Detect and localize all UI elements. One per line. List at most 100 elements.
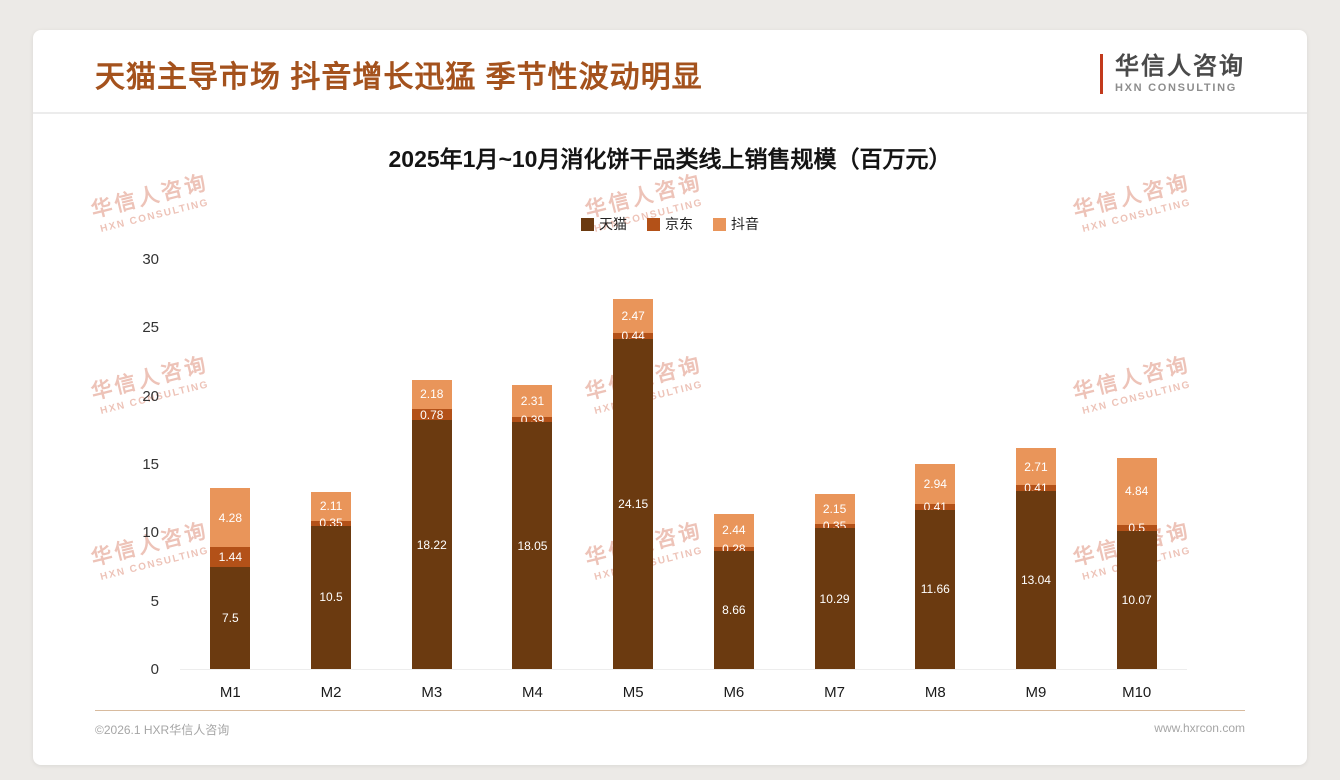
bar-group-M5: 2.47 0.44 24.15 M5 bbox=[583, 260, 684, 701]
y-tick-label: 20 bbox=[142, 387, 159, 405]
bar-group-M2: 2.11 0.35 10.5 M2 bbox=[281, 260, 382, 701]
y-tick-label: 25 bbox=[142, 319, 159, 337]
bar-value-label: 0.78 bbox=[420, 407, 444, 422]
bar-segment-天猫: 11.66 bbox=[915, 509, 956, 669]
bar-value-label: 10.07 bbox=[1121, 593, 1152, 608]
bars-container: 4.28 1.44 7.5 M1 2.11 0.35 10.5 M2 2.18 0.78 18.22… bbox=[180, 260, 1187, 701]
bar-segment-天猫: 13.04 bbox=[1015, 490, 1056, 669]
bar-segment-京东: 1.44 bbox=[210, 546, 251, 567]
bar-value-label: 2.11 bbox=[319, 499, 343, 514]
bar-group-M10: 4.84 0.5 10.07 M10 bbox=[1086, 260, 1187, 701]
bar-segment-抖音: 2.18 bbox=[411, 379, 452, 410]
bar-value-label: 2.71 bbox=[1024, 459, 1048, 474]
bar-value-label: 4.84 bbox=[1124, 484, 1149, 499]
bar-segment-天猫: 10.07 bbox=[1116, 531, 1157, 669]
x-tick-label: M5 bbox=[622, 684, 644, 701]
bar-segment-抖音: 2.94 bbox=[915, 463, 956, 505]
bar-value-label: 10.29 bbox=[819, 591, 850, 606]
y-tick-label: 10 bbox=[142, 524, 159, 542]
bar-group-M6: 2.44 0.28 8.66 M6 bbox=[684, 260, 785, 701]
bar-value-label: 2.47 bbox=[621, 309, 645, 324]
stacked-bar: 2.47 0.44 24.15 bbox=[613, 299, 654, 669]
bar-value-label: 24.15 bbox=[618, 496, 649, 511]
bar-value-label: 18.22 bbox=[416, 537, 447, 552]
bar-segment-天猫: 24.15 bbox=[613, 338, 654, 669]
bar-group-M9: 2.71 0.41 13.04 M9 bbox=[986, 260, 1087, 701]
footer: ©2026.1 HXR华信人咨询 www.hxrcon.com bbox=[95, 710, 1245, 738]
x-tick-label: M7 bbox=[824, 684, 845, 701]
bar-segment-抖音: 2.31 bbox=[512, 385, 553, 417]
x-tick-label: M4 bbox=[522, 684, 543, 701]
bar-group-M4: 2.31 0.39 18.05 M4 bbox=[482, 260, 583, 701]
bar-segment-抖音: 2.15 bbox=[814, 494, 855, 524]
y-axis: 0 5 10 15 20 25 30 bbox=[95, 251, 1247, 678]
bar-segment-抖音: 2.44 bbox=[713, 513, 754, 547]
bar-value-label: 7.5 bbox=[222, 610, 239, 625]
bar-group-M8: 2.94 0.41 11.66 M8 bbox=[885, 260, 986, 701]
bar-group-M7: 2.15 0.35 10.29 M7 bbox=[784, 260, 885, 701]
stacked-bar: 4.84 0.5 10.07 bbox=[1116, 458, 1157, 669]
y-tick-label: 15 bbox=[142, 456, 159, 473]
bar-group-M1: 4.28 1.44 7.5 M1 bbox=[180, 260, 281, 701]
bar-segment-京东: 0.5 bbox=[1116, 521, 1157, 535]
legend-label: 抖音 bbox=[731, 216, 759, 232]
bar-segment-天猫: 18.05 bbox=[512, 422, 553, 669]
bar-segment-天猫: 10.5 bbox=[311, 525, 352, 669]
x-tick-label: M1 bbox=[219, 684, 241, 701]
brand-logo-cn: 华信人咨询 bbox=[1115, 52, 1245, 80]
brand-logo: 华信人咨询 HXN CONSULTING bbox=[1100, 52, 1245, 95]
stacked-bar: 2.44 0.28 8.66 bbox=[713, 513, 754, 669]
legend-item-京东: 京东 bbox=[647, 214, 693, 234]
bar-value-label: 13.04 bbox=[1020, 572, 1051, 587]
chart: 2025年1月~10月消化饼干品类线上销售规模（百万元） 天猫 京东 抖音 0 5 10… bbox=[33, 140, 1307, 701]
bar-group-M3: 2.18 0.78 18.22 M3 bbox=[381, 260, 482, 701]
x-tick-label: M6 bbox=[723, 684, 745, 701]
legend-swatch bbox=[647, 217, 660, 231]
slide-card: 华信人咨询 HXN CONSULTING 华信人咨询 HXN CONSULTING 华信… bbox=[33, 30, 1307, 765]
bar-segment-抖音: 2.11 bbox=[311, 491, 352, 521]
x-tick-label: M2 bbox=[320, 684, 342, 701]
bar-value-label: 1.44 bbox=[218, 549, 243, 564]
bar-segment-天猫: 8.66 bbox=[713, 550, 754, 669]
bar-segment-抖音: 4.28 bbox=[210, 488, 251, 547]
brand-logo-en: HXN CONSULTING bbox=[1115, 82, 1237, 95]
copyright-text: ©2026.1 HXR华信人咨询 bbox=[95, 723, 230, 737]
bar-value-label: 2.44 bbox=[722, 523, 746, 538]
legend-swatch bbox=[581, 217, 594, 231]
legend-item-抖音: 抖音 bbox=[713, 214, 759, 234]
x-tick-label: M3 bbox=[421, 684, 443, 701]
stacked-bar: 2.31 0.39 18.05 bbox=[512, 385, 553, 669]
bar-value-label: 2.15 bbox=[822, 501, 847, 516]
legend-swatch bbox=[713, 217, 726, 231]
stacked-bar: 2.18 0.78 18.22 bbox=[411, 379, 452, 669]
legend-item-天猫: 天猫 bbox=[581, 214, 627, 234]
y-tick-label: 5 bbox=[150, 592, 159, 610]
bar-segment-天猫: 10.29 bbox=[814, 528, 855, 669]
legend-label: 天猫 bbox=[599, 216, 627, 232]
x-tick-label: M10 bbox=[1122, 684, 1152, 701]
bar-value-label: 11.66 bbox=[920, 582, 950, 597]
stacked-bar: 2.15 0.35 10.29 bbox=[814, 494, 855, 669]
website-link[interactable]: www.hxrcon.com bbox=[1154, 721, 1245, 735]
bar-value-label: 2.94 bbox=[923, 476, 947, 491]
bar-value-label: 2.18 bbox=[420, 387, 444, 402]
bar-value-label: 10.5 bbox=[319, 590, 343, 605]
bar-value-label: 18.05 bbox=[517, 538, 548, 553]
bar-value-label: 2.31 bbox=[520, 394, 545, 409]
page-title: 天猫主导市场 抖音增长迅猛 季节性波动明显 bbox=[95, 61, 703, 94]
bar-segment-京东: 0.78 bbox=[411, 407, 452, 422]
stacked-bar: 2.94 0.41 11.66 bbox=[915, 463, 956, 669]
plot: 0 5 10 15 20 25 30 4.28 1.44 7.5 M1 2.11 0.35 10.5 M2… bbox=[95, 251, 1247, 701]
bar-segment-天猫: 7.5 bbox=[210, 566, 251, 669]
legend-label: 京东 bbox=[665, 216, 693, 232]
stacked-bar: 2.11 0.35 10.5 bbox=[311, 491, 352, 669]
chart-title: 2025年1月~10月消化饼干品类线上销售规模（百万元） bbox=[388, 146, 952, 172]
x-tick-label: M9 bbox=[1025, 684, 1047, 701]
stacked-bar: 2.71 0.41 13.04 bbox=[1015, 448, 1056, 669]
bar-segment-抖音: 4.84 bbox=[1116, 458, 1157, 525]
bar-segment-抖音: 2.71 bbox=[1015, 448, 1056, 486]
y-tick-label: 0 bbox=[150, 661, 159, 678]
bar-value-label: 8.66 bbox=[722, 602, 746, 617]
bar-value-label: 4.28 bbox=[218, 510, 243, 525]
y-tick-label: 30 bbox=[142, 251, 159, 268]
